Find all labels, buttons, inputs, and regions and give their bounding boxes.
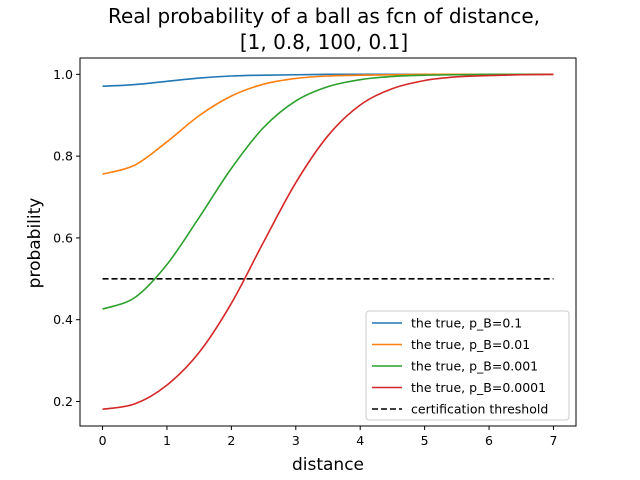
x-tick-label: 2 xyxy=(227,433,235,448)
legend-label-4: certification threshold xyxy=(411,402,548,417)
legend-box xyxy=(365,310,570,421)
plot-frame xyxy=(79,57,577,427)
y-axis-label: probability xyxy=(25,198,45,289)
x-axis-ticks: 0 1 2 3 4 5 6 7 xyxy=(99,426,557,448)
series-layer xyxy=(102,73,554,411)
x-tick-label: 1 xyxy=(163,433,171,448)
legend-label-3: the true, p_B=0.0001 xyxy=(411,380,546,395)
x-tick-label: 7 xyxy=(549,433,557,448)
series-line-3 xyxy=(102,73,554,411)
x-tick-label: 0 xyxy=(99,433,107,448)
y-tick-label: 0.4 xyxy=(53,312,73,327)
legend-label-2: the true, p_B=0.001 xyxy=(411,359,538,374)
y-tick-label: 1.0 xyxy=(53,67,73,82)
y-tick-label: 0.2 xyxy=(53,394,73,409)
y-tick-label: 0.6 xyxy=(53,230,73,245)
series-line-2 xyxy=(102,73,554,310)
y-axis-ticks: 0.2 0.4 0.6 0.8 1.0 xyxy=(53,67,80,409)
x-tick-label: 5 xyxy=(421,433,429,448)
x-tick-label: 4 xyxy=(356,433,364,448)
x-tick-label: 6 xyxy=(485,433,493,448)
chart-title-line-1: Real probability of a ball as fcn of dis… xyxy=(108,4,540,28)
chart-title-line-2: [1, 0.8, 100, 0.1] xyxy=(240,30,408,54)
x-axis-label: distance xyxy=(292,455,364,475)
legend-label-0: the true, p_B=0.1 xyxy=(411,316,522,331)
legend-label-1: the true, p_B=0.01 xyxy=(411,337,530,352)
y-tick-label: 0.8 xyxy=(53,149,73,164)
x-tick-label: 3 xyxy=(292,433,300,448)
